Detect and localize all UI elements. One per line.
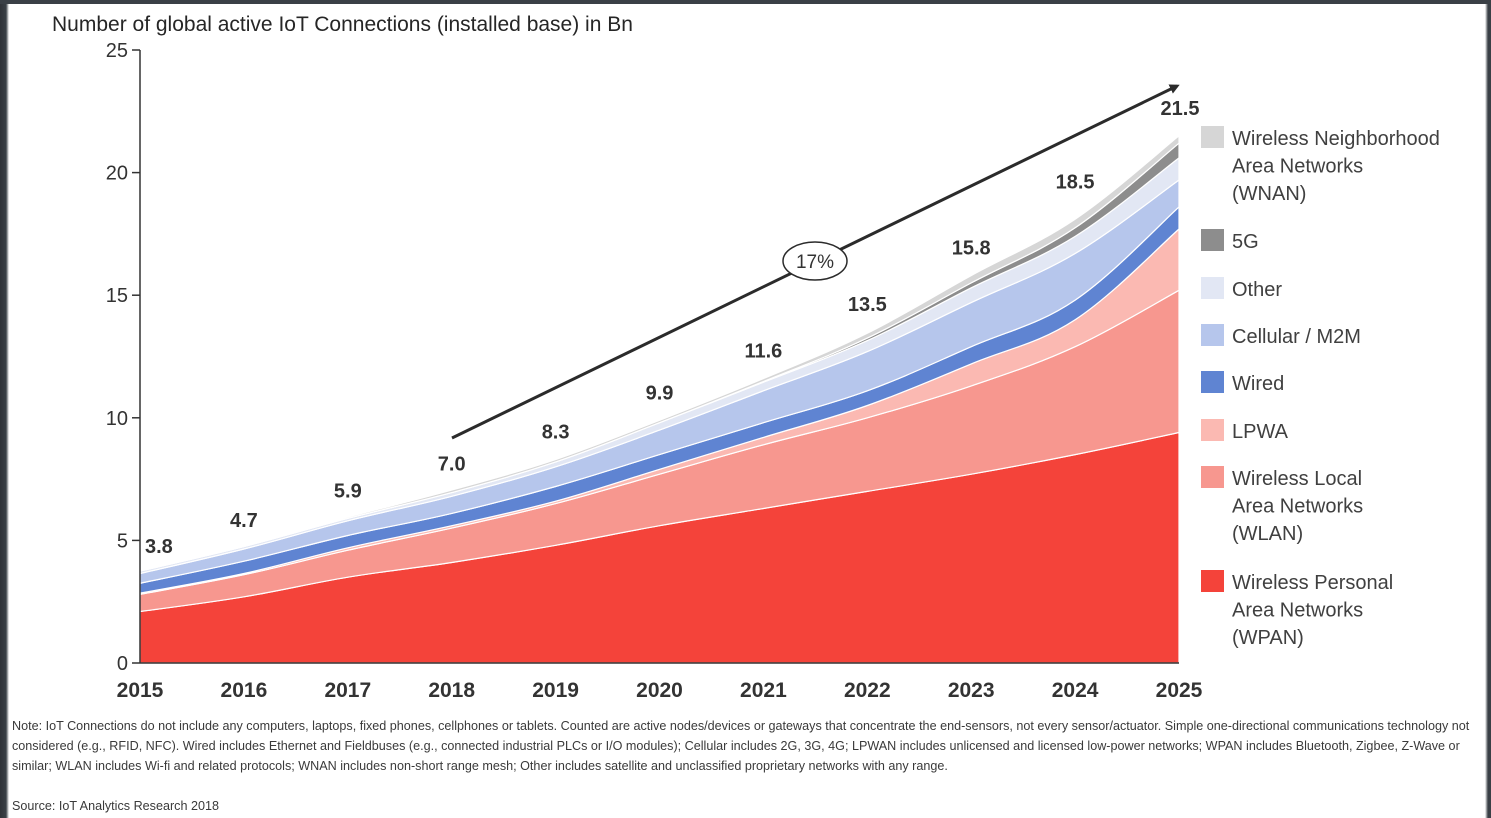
legend-swatch bbox=[1201, 419, 1224, 441]
total-label: 7.0 bbox=[438, 453, 466, 475]
x-tick-label: 2017 bbox=[324, 679, 371, 702]
legend-swatch bbox=[1201, 229, 1224, 251]
total-label: 4.7 bbox=[230, 510, 258, 532]
legend: Wireless Neighborhood Area Networks (WNAN)… bbox=[1201, 126, 1440, 649]
x-tick-label: 2024 bbox=[1052, 679, 1099, 702]
total-label: 3.8 bbox=[145, 536, 173, 558]
legend-item: Wireless Neighborhood Area Networks (WNAN) bbox=[1201, 126, 1440, 205]
legend-item: Cellular / M2M bbox=[1201, 324, 1361, 348]
total-label: 21.5 bbox=[1161, 98, 1200, 120]
x-tick-label: 2020 bbox=[636, 679, 683, 702]
cagr-label: 17% bbox=[796, 252, 834, 273]
y-tick-label: 25 bbox=[106, 40, 128, 62]
legend-item: LPWA bbox=[1201, 419, 1289, 443]
chart-title: Number of global active IoT Connections … bbox=[52, 13, 633, 36]
total-label: 18.5 bbox=[1056, 171, 1095, 193]
y-tick-label: 0 bbox=[117, 653, 128, 675]
legend-swatch bbox=[1201, 570, 1224, 592]
x-tick-label: 2018 bbox=[428, 679, 475, 702]
stacked-areas bbox=[139, 134, 1180, 664]
legend-item: 5G bbox=[1201, 229, 1259, 253]
legend-label: Area Networks bbox=[1232, 496, 1363, 518]
y-tick-label: 15 bbox=[106, 285, 128, 307]
legend-label: (WNAN) bbox=[1232, 183, 1306, 205]
legend-label: Other bbox=[1232, 279, 1282, 301]
total-label: 13.5 bbox=[848, 294, 887, 316]
x-tick-label: 2023 bbox=[948, 679, 995, 702]
cagr-badge bbox=[782, 241, 848, 281]
legend-swatch bbox=[1201, 277, 1224, 299]
legend-label: Wireless Personal bbox=[1232, 572, 1393, 594]
legend-item: Other bbox=[1201, 277, 1282, 301]
total-label: 5.9 bbox=[334, 480, 362, 502]
legend-item: Wired bbox=[1201, 371, 1284, 395]
total-label: 15.8 bbox=[952, 238, 991, 260]
x-tick-label: 2019 bbox=[532, 679, 579, 702]
total-label: 11.6 bbox=[744, 341, 782, 363]
iot-connections-chart: Number of global active IoT Connections … bbox=[52, 13, 1440, 702]
legend-label: (WLAN) bbox=[1232, 523, 1303, 545]
x-tick-label: 2016 bbox=[221, 679, 268, 702]
legend-swatch bbox=[1201, 324, 1224, 346]
total-label: 8.3 bbox=[542, 421, 570, 443]
total-labels: 3.8 4.7 5.9 7.0 8.3 9.9 11.6 13.5 15.8 18.5 21.5 bbox=[145, 98, 1199, 558]
growth-trend: 17% bbox=[451, 84, 1180, 440]
legend-label: (WPAN) bbox=[1232, 627, 1304, 649]
legend-label: 5G bbox=[1232, 231, 1259, 253]
legend-label: Area Networks bbox=[1232, 156, 1363, 178]
legend-swatch bbox=[1201, 126, 1224, 148]
y-tick-label: 10 bbox=[106, 408, 128, 430]
y-tick-label: 20 bbox=[106, 163, 128, 185]
total-label: 9.9 bbox=[646, 382, 674, 404]
legend-swatch bbox=[1201, 371, 1224, 393]
legend-label: Wireless Local bbox=[1232, 468, 1362, 490]
x-tick-label: 2022 bbox=[844, 679, 891, 702]
area-wireless-neighborhood-area-networks-wnan bbox=[139, 134, 1180, 572]
y-tick-label: 5 bbox=[117, 530, 128, 552]
legend-label: Cellular / M2M bbox=[1232, 326, 1361, 348]
source-line: Source: IoT Analytics Research 2018 bbox=[12, 799, 219, 813]
x-tick-label: 2025 bbox=[1156, 679, 1203, 702]
legend-item: Wireless Personal Area Networks (WPAN) bbox=[1201, 570, 1393, 649]
top-border bbox=[0, 0, 1491, 4]
legend-label: Wireless Neighborhood bbox=[1232, 128, 1440, 150]
x-tick-label: 2021 bbox=[740, 679, 787, 702]
legend-swatch bbox=[1201, 466, 1224, 488]
legend-label: Wired bbox=[1232, 373, 1284, 395]
footnote: Note: IoT Connections do not include any… bbox=[12, 719, 1470, 773]
legend-label: Area Networks bbox=[1232, 600, 1363, 622]
x-tick-label: 2015 bbox=[117, 679, 164, 702]
legend-label: LPWA bbox=[1232, 421, 1289, 443]
legend-item: Wireless Local Area Networks (WLAN) bbox=[1201, 466, 1363, 545]
